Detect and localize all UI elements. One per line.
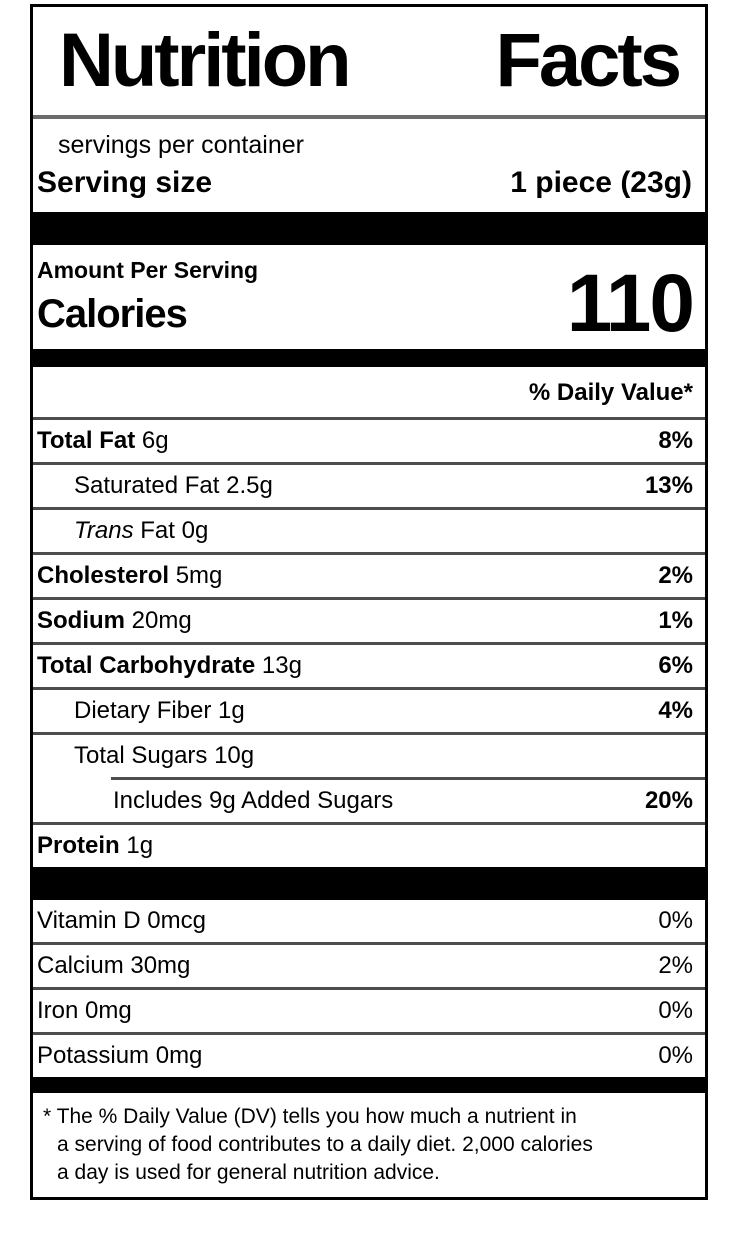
amount-per-serving-label: Amount Per Serving bbox=[37, 257, 259, 283]
nutrient-row: Trans Fat 0g bbox=[33, 510, 705, 552]
nutrient-name: Sodium 20mg bbox=[37, 607, 192, 634]
nutrient-name: Iron 0mg bbox=[37, 997, 132, 1024]
footnote-line: a serving of food contributes to a daily… bbox=[57, 1133, 593, 1156]
footnote-line: * The % Daily Value (DV) tells you how m… bbox=[43, 1105, 577, 1128]
nutrient-name: Trans Fat 0g bbox=[74, 517, 209, 544]
vitamin-row: Vitamin D 0mcg 0% bbox=[33, 900, 705, 942]
calories-left-block: Amount Per Serving Calories bbox=[37, 257, 258, 337]
calories-section: Amount Per Serving Calories 110 bbox=[33, 245, 705, 349]
nutrient-amount: 0g bbox=[174, 517, 209, 544]
row-divider-rule bbox=[33, 942, 705, 945]
divider-bar-thick-bottom bbox=[33, 867, 705, 900]
divider-bar-medium bbox=[33, 349, 705, 367]
nutrient-amount: 20mg bbox=[125, 607, 192, 634]
servings-per-container: servings per container bbox=[58, 131, 304, 159]
label-title: Nutrition Facts bbox=[59, 18, 682, 103]
daily-value-percent: 4% bbox=[658, 697, 693, 724]
nutrient-row: Total Carbohydrate 13g 6% bbox=[33, 645, 705, 687]
nutrient-name: Includes 9g Added Sugars bbox=[113, 787, 394, 814]
nutrient-amount: 6g bbox=[135, 427, 169, 454]
nutrient-row: Cholesterol 5mg 2% bbox=[33, 555, 705, 597]
nutrient-amount: 1g bbox=[211, 697, 245, 724]
row-divider-rule bbox=[33, 822, 705, 825]
vitamin-row: Iron 0mg 0% bbox=[33, 990, 705, 1032]
daily-value-percent: 0% bbox=[658, 997, 693, 1024]
footnote-line: a day is used for general nutrition advi… bbox=[57, 1161, 440, 1184]
daily-value-percent: 1% bbox=[658, 607, 693, 634]
nutrient-name: Protein 1g bbox=[37, 832, 154, 859]
daily-value-percent: 8% bbox=[658, 427, 693, 454]
title-divider-rule bbox=[33, 115, 705, 119]
nutrition-facts-label: Nutrition Facts servings per container S… bbox=[30, 4, 708, 1200]
daily-value-percent: 20% bbox=[644, 787, 693, 814]
nutrient-amount: 0mcg bbox=[140, 907, 206, 934]
nutrient-amount: 30mg bbox=[123, 952, 191, 979]
nutrient-name: Total Carbohydrate 13g bbox=[37, 652, 302, 679]
nutrient-name: Vitamin D 0mcg bbox=[37, 907, 206, 934]
divider-bar-thick-top bbox=[33, 212, 705, 245]
daily-value-percent: 6% bbox=[658, 652, 693, 679]
nutrient-name: Dietary Fiber 1g bbox=[74, 697, 245, 724]
daily-value-percent: 0% bbox=[658, 1042, 693, 1069]
nutrient-row: Saturated Fat 2.5g 13% bbox=[33, 465, 705, 507]
row-divider-rule bbox=[33, 642, 705, 645]
serving-size-row: Serving size 1 piece (23g) bbox=[33, 160, 705, 212]
divider-bar-footnote bbox=[33, 1077, 705, 1093]
nutrient-name: Cholesterol 5mg bbox=[37, 562, 223, 589]
row-divider-rule bbox=[33, 552, 705, 555]
row-divider-rule bbox=[33, 687, 705, 690]
row-divider-rule bbox=[33, 987, 705, 990]
nutrient-amount: 0mg bbox=[149, 1042, 203, 1069]
vitamin-rows: Vitamin D 0mcg 0% Calcium 30mg 2% Iron 0mg 0%… bbox=[33, 900, 705, 1077]
vitamin-row: Potassium 0mg 0% bbox=[33, 1035, 705, 1077]
nutrient-amount: 5mg bbox=[169, 562, 223, 589]
row-divider-rule bbox=[33, 507, 705, 510]
daily-value-percent: 2% bbox=[658, 952, 693, 979]
daily-value-header: % Daily Value* bbox=[528, 379, 693, 406]
nutrient-amount: 2.5g bbox=[219, 472, 273, 499]
nutrient-amount: 13g bbox=[255, 652, 302, 679]
nutrient-amount: 0mg bbox=[78, 997, 132, 1024]
nutrient-amount: 10g bbox=[207, 742, 255, 769]
nutrient-name: Total Fat 6g bbox=[37, 427, 169, 454]
nutrient-row: Sodium 20mg 1% bbox=[33, 600, 705, 642]
nutrient-name: Saturated Fat 2.5g bbox=[74, 472, 273, 499]
daily-value-percent: 13% bbox=[644, 472, 693, 499]
row-divider-rule bbox=[33, 1032, 705, 1035]
nutrient-name: Total Sugars 10g bbox=[74, 742, 255, 769]
vitamin-row: Calcium 30mg 2% bbox=[33, 945, 705, 987]
nutrient-row: Includes 9g Added Sugars 20% bbox=[33, 780, 705, 822]
footnote: * The % Daily Value (DV) tells you how m… bbox=[33, 1093, 705, 1187]
row-divider-rule bbox=[33, 732, 705, 735]
serving-size-value: 1 piece (23g) bbox=[510, 166, 692, 199]
nutrient-row: Protein 1g bbox=[33, 825, 705, 867]
nutrient-rows: Total Fat 6g 8% Saturated Fat 2.5g 13% Trans… bbox=[33, 417, 705, 867]
daily-value-percent: 2% bbox=[658, 562, 693, 589]
nutrient-name: Calcium 30mg bbox=[37, 952, 191, 979]
nutrient-name: Potassium 0mg bbox=[37, 1042, 203, 1069]
row-divider-rule bbox=[111, 777, 705, 780]
nutrient-amount: 1g bbox=[119, 832, 154, 859]
calories-value: 110 bbox=[566, 257, 695, 349]
serving-size-label: Serving size bbox=[37, 166, 213, 199]
nutrient-row: Total Sugars 10g bbox=[33, 735, 705, 777]
calories-label: Calories bbox=[37, 292, 188, 336]
row-divider-rule bbox=[33, 417, 705, 420]
row-divider-rule bbox=[33, 462, 705, 465]
daily-value-percent: 0% bbox=[658, 907, 693, 934]
nutrient-row: Total Fat 6g 8% bbox=[33, 420, 705, 462]
nutrient-row: Dietary Fiber 1g 4% bbox=[33, 690, 705, 732]
row-divider-rule bbox=[33, 597, 705, 600]
